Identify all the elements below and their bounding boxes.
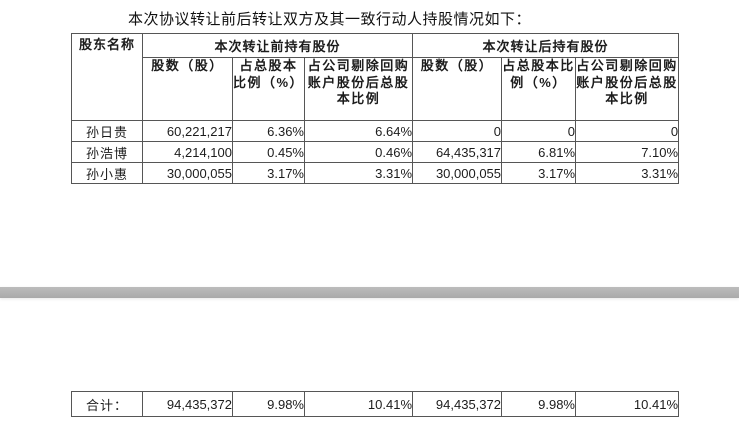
cell-shareholder-name: 孙小惠 xyxy=(71,162,143,184)
cell-shareholder-name: 孙浩博 xyxy=(71,141,143,163)
col-header-pct-excl-before: 占公司剔除回购账户股份后总股本比例 xyxy=(303,57,414,121)
cell-total-before-pct: 9.98% xyxy=(232,391,305,417)
totals-table: 合计： 94,435,372 9.98% 10.41% 94,435,372 9… xyxy=(71,391,679,417)
cell-before-shares: 60,221,217 xyxy=(142,120,233,142)
cell-total-label: 合计： xyxy=(71,391,143,417)
cell-shareholder-name: 孙日贵 xyxy=(71,120,143,142)
cell-before-shares: 30,000,055 xyxy=(142,162,233,184)
cell-before-pct-excl: 3.31% xyxy=(303,162,414,184)
cell-before-pct-excl: 0.46% xyxy=(303,141,414,163)
holdings-table: 股东名称 本次转让前持有股份 本次转让后持有股份 股数（股） 占总股本比例（%）… xyxy=(71,33,680,184)
col-header-shares-before: 股数（股） xyxy=(142,57,233,121)
cell-after-pct: 3.17% xyxy=(501,162,577,184)
cell-after-pct: 0 xyxy=(501,120,577,142)
col-header-pct-excl-after: 占公司剔除回购账户股份后总股本比例 xyxy=(575,57,680,121)
table-row: 孙小惠 30,000,055 3.17% 3.31% 30,000,055 3.… xyxy=(71,162,680,184)
table-row: 孙浩博 4,214,100 0.45% 0.46% 64,435,317 6.8… xyxy=(71,141,680,163)
cell-total-before-shares: 94,435,372 xyxy=(142,391,233,417)
cell-total-after-shares: 94,435,372 xyxy=(412,391,502,417)
cell-total-before-pct-excl: 10.41% xyxy=(304,391,413,417)
header-row-groups: 股东名称 本次转让前持有股份 本次转让后持有股份 xyxy=(71,33,680,121)
cell-before-pct: 3.17% xyxy=(232,162,305,184)
cell-after-shares: 64,435,317 xyxy=(412,141,503,163)
col-header-shareholder: 股东名称 xyxy=(71,33,143,121)
header-row-sub: 股数（股） 占总股本比例（%） 占公司剔除回购账户股份后总股本比例 股数（股） … xyxy=(72,57,680,121)
cell-after-pct: 6.81% xyxy=(501,141,577,163)
cell-after-pct-excl: 7.10% xyxy=(575,141,680,163)
cell-total-after-pct: 9.98% xyxy=(501,391,576,417)
col-group-after-transfer: 本次转让后持有股份 xyxy=(412,33,680,58)
cell-before-pct: 0.45% xyxy=(232,141,305,163)
col-header-shares-after: 股数（股） xyxy=(412,57,503,121)
table-row: 孙日贵 60,221,217 6.36% 6.64% 0 0 0 xyxy=(71,120,680,142)
cell-before-pct: 6.36% xyxy=(232,120,305,142)
cell-before-pct-excl: 6.64% xyxy=(303,120,414,142)
page-title: 本次协议转让前后转让双方及其一致行动人持股情况如下： xyxy=(128,11,532,28)
cell-after-pct-excl: 3.31% xyxy=(575,162,680,184)
total-row: 合计： 94,435,372 9.98% 10.41% 94,435,372 9… xyxy=(71,391,679,417)
cell-after-shares: 30,000,055 xyxy=(412,162,503,184)
cell-total-after-pct-excl: 10.41% xyxy=(575,391,679,417)
col-group-before-transfer: 本次转让前持有股份 xyxy=(141,33,414,58)
col-header-pct-before: 占总股本比例（%） xyxy=(232,57,305,121)
cell-after-pct-excl: 0 xyxy=(575,120,680,142)
page-break-bar xyxy=(0,287,739,298)
col-header-pct-after: 占总股本比例（%） xyxy=(501,57,577,121)
cell-after-shares: 0 xyxy=(412,120,503,142)
cell-before-shares: 4,214,100 xyxy=(142,141,233,163)
